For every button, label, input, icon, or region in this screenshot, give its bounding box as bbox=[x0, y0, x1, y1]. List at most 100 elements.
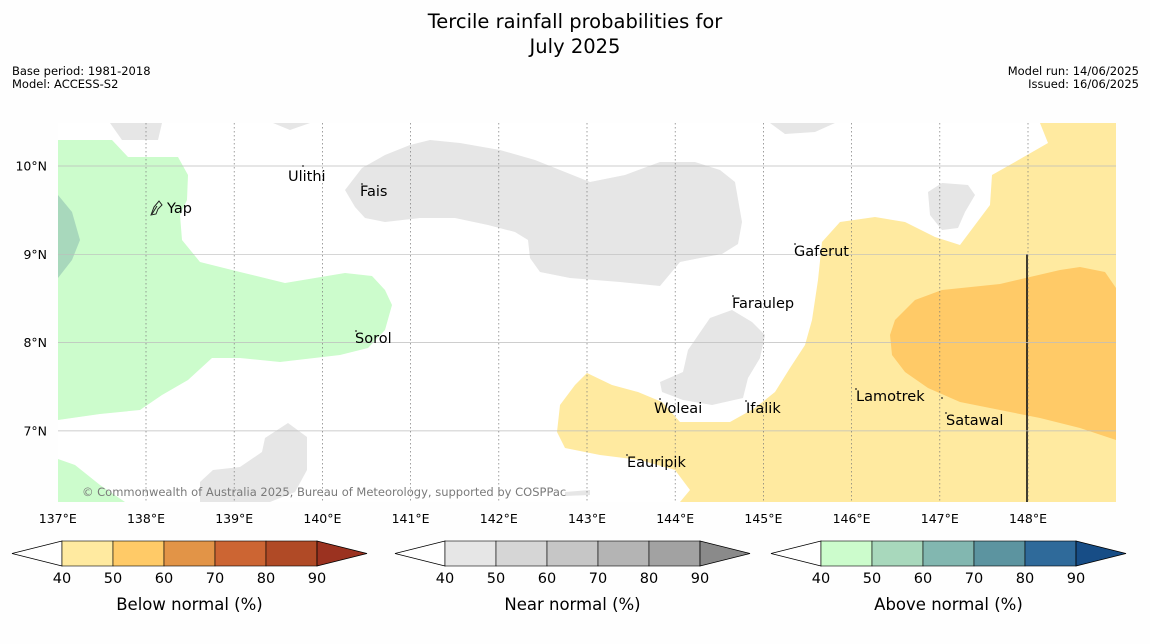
colorbar-over-triangle bbox=[699, 540, 751, 567]
longitude-label: 143°E bbox=[568, 511, 606, 526]
colorbar-segment bbox=[820, 540, 873, 567]
colorbar-segment bbox=[444, 540, 497, 567]
map-title: Tercile rainfall probabilities for July … bbox=[0, 9, 1150, 59]
island-markers bbox=[302, 165, 947, 456]
below-normal-50-region bbox=[890, 267, 1116, 440]
near-normal-region-central bbox=[660, 310, 765, 405]
colorbar-segment bbox=[1024, 540, 1077, 567]
model-label: Model: ACCESS-S2 bbox=[12, 77, 119, 91]
colorbar-under-triangle bbox=[11, 540, 63, 567]
island-marker bbox=[659, 398, 661, 400]
longitude-label: 144°E bbox=[656, 511, 694, 526]
near-normal-region-south-small bbox=[565, 490, 590, 496]
island-marker bbox=[361, 183, 363, 185]
above-normal-50-region bbox=[58, 195, 80, 278]
near-normal-region-ne bbox=[928, 183, 975, 230]
latitude-label: 10°N bbox=[15, 159, 47, 174]
island-marker bbox=[355, 330, 357, 332]
colorbar-over-triangle bbox=[1075, 540, 1127, 567]
colorbar-tick-label: 70 bbox=[965, 571, 983, 587]
above-normal-region-sw bbox=[58, 459, 125, 502]
latitude-label: 9°N bbox=[23, 247, 47, 262]
place-label-satawal: Satawal bbox=[946, 413, 1003, 429]
colorbar-segment bbox=[973, 540, 1026, 567]
model-run-label: Model run: 14/06/2025 bbox=[1007, 64, 1139, 78]
place-labels: Ulithi Fais Yap Gaferut Faraulep Sorol L… bbox=[166, 169, 1003, 471]
near-normal-region-top2 bbox=[273, 123, 310, 130]
colorbar-tick-label: 90 bbox=[1067, 571, 1085, 587]
title-line-1: Tercile rainfall probabilities for bbox=[427, 10, 723, 33]
title-line-2: July 2025 bbox=[529, 35, 621, 58]
colorbar-segment bbox=[922, 540, 975, 567]
map-area bbox=[58, 123, 1116, 502]
colorbar-under-triangle bbox=[394, 540, 446, 567]
longitude-label: 141°E bbox=[392, 511, 430, 526]
colorbar-tick-label: 40 bbox=[812, 571, 830, 587]
above-normal-legend: 40 50 60 70 80 90 Above normal (%) bbox=[770, 540, 1127, 614]
longitude-label: 147°E bbox=[921, 511, 959, 526]
place-label-gaferut: Gaferut bbox=[794, 244, 849, 260]
below-normal-region-east bbox=[557, 123, 1116, 502]
near-normal-region-main bbox=[345, 140, 742, 286]
colorbar-tick-label: 80 bbox=[640, 571, 658, 587]
colorbar-segment bbox=[597, 540, 650, 567]
colorbar-tick-label: 60 bbox=[538, 571, 556, 587]
latitude-label: 8°N bbox=[23, 335, 47, 350]
near-normal-region-top3 bbox=[770, 123, 835, 134]
colorbar-tick-label: 40 bbox=[53, 571, 71, 587]
meta-right: Model run: 14/06/2025 Issued: 16/06/2025 bbox=[1008, 65, 1139, 91]
below-normal-legend: 40 50 60 70 80 90 Below normal (%) bbox=[11, 540, 368, 614]
longitude-label: 137°E bbox=[39, 511, 77, 526]
island-marker bbox=[941, 397, 943, 399]
near-normal-region-top1 bbox=[110, 123, 162, 140]
island-marker bbox=[626, 454, 628, 456]
colorbar-tick-label: 50 bbox=[487, 571, 505, 587]
place-label-eauripik: Eauripik bbox=[627, 455, 686, 471]
colorbar-tick-label: 90 bbox=[691, 571, 709, 587]
colorbar-tick-label: 90 bbox=[308, 571, 326, 587]
colorbar-tick-label: 50 bbox=[104, 571, 122, 587]
longitude-label: 139°E bbox=[215, 511, 253, 526]
place-label-woleai: Woleai bbox=[654, 401, 702, 417]
longitude-label: 148°E bbox=[1009, 511, 1047, 526]
colorbar-segment bbox=[265, 540, 318, 567]
legends: 40 50 60 70 80 90 Below normal (%) 40 50 60 70 80 90… bbox=[11, 540, 1127, 614]
issued-label: Issued: 16/06/2025 bbox=[1028, 77, 1139, 91]
copyright-text: © Commonwealth of Australia 2025, Bureau… bbox=[82, 485, 566, 499]
colorbar-tick-label: 80 bbox=[1016, 571, 1034, 587]
colorbar-title: Below normal (%) bbox=[116, 595, 263, 614]
colorbar-segment bbox=[495, 540, 548, 567]
near-normal-region-south bbox=[200, 423, 307, 502]
colorbar-tick-label: 40 bbox=[436, 571, 454, 587]
place-label-faraulep: Faraulep bbox=[732, 296, 794, 312]
yap-island-shape bbox=[150, 200, 163, 216]
island-marker bbox=[945, 412, 947, 414]
island-marker bbox=[732, 295, 734, 297]
colorbar-segment bbox=[871, 540, 924, 567]
colorbar-title: Near normal (%) bbox=[504, 595, 640, 614]
place-label-yap: Yap bbox=[166, 201, 192, 217]
colorbar-segment bbox=[546, 540, 599, 567]
colorbar-segment bbox=[112, 540, 165, 567]
island-marker bbox=[745, 400, 747, 402]
near-normal-legend: 40 50 60 70 80 90 Near normal (%) bbox=[394, 540, 751, 614]
place-label-lamotrek: Lamotrek bbox=[856, 389, 925, 405]
island-marker bbox=[302, 165, 304, 167]
colorbar-segment bbox=[214, 540, 267, 567]
island-marker bbox=[855, 388, 857, 390]
above-normal-region-west bbox=[58, 140, 392, 420]
colorbar-tick-label: 80 bbox=[257, 571, 275, 587]
longitude-label: 146°E bbox=[833, 511, 871, 526]
colorbar-tick-label: 50 bbox=[863, 571, 881, 587]
place-label-ulithi: Ulithi bbox=[288, 169, 326, 185]
colorbar-tick-label: 60 bbox=[914, 571, 932, 587]
longitude-label: 138°E bbox=[127, 511, 165, 526]
colorbar-under-triangle bbox=[770, 540, 822, 567]
longitude-label: 145°E bbox=[744, 511, 782, 526]
place-label-ifalik: Ifalik bbox=[746, 401, 781, 417]
colorbar-over-triangle bbox=[316, 540, 368, 567]
island-marker bbox=[794, 243, 796, 245]
latitude-gridlines bbox=[58, 165, 1116, 432]
place-label-sorol: Sorol bbox=[355, 331, 392, 347]
